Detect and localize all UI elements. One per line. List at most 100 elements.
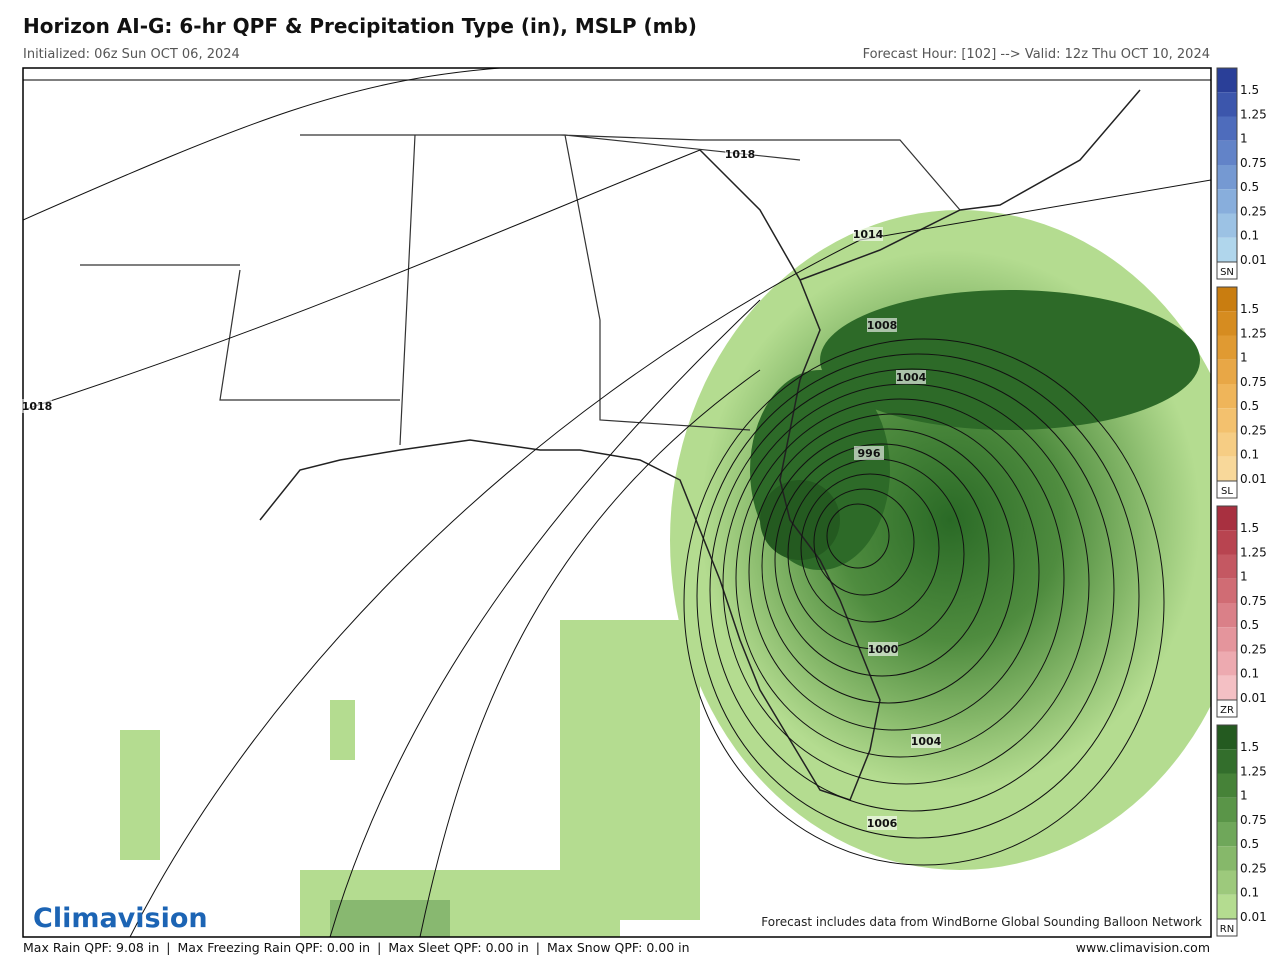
legend-label: 0.01 [1240, 910, 1267, 924]
legend-code: SL [1221, 486, 1233, 497]
code-box [1216, 699, 1238, 718]
legend-swatch [1217, 846, 1237, 871]
code-box [1216, 480, 1238, 499]
isobar [826, 503, 890, 569]
legend-code: RN [1220, 924, 1234, 935]
legend-label: 0.1 [1240, 229, 1259, 243]
legend-swatch [1217, 578, 1237, 603]
footer-item: Max Sleet QPF: 0.00 in [388, 940, 529, 955]
legend-swatch [1217, 603, 1237, 628]
legend-label: 1 [1240, 570, 1248, 584]
legend-swatch [1217, 432, 1237, 457]
legend-label: 1.5 [1240, 83, 1259, 97]
footer-stats: Max Rain QPF: 9.08 in | Max Freezing Rain … [23, 940, 690, 955]
legend-label: 0.75 [1240, 594, 1267, 608]
footer-item: Max Freezing Rain QPF: 0.00 in [177, 940, 371, 955]
legend-label: 0.5 [1240, 180, 1259, 194]
isobar-label: 1004 [911, 735, 942, 748]
legend-label: 1.25 [1240, 764, 1267, 778]
legend-swatch [1217, 287, 1237, 312]
isobar [813, 488, 915, 596]
isobar [774, 443, 990, 677]
legend-label: 0.1 [1240, 886, 1259, 900]
label-bg [22, 399, 52, 413]
code-box [1216, 918, 1238, 937]
label-bg [868, 642, 898, 656]
legend-swatch [1217, 627, 1237, 652]
separator: | [377, 940, 382, 955]
legend-label: 0.5 [1240, 837, 1259, 851]
isobar-label: 1004 [896, 371, 927, 384]
isobar-label: 1018 [22, 400, 53, 413]
label-bg [725, 147, 755, 161]
legend-label: 0.25 [1240, 204, 1267, 218]
legend-label: 1.25 [1240, 326, 1267, 340]
label-bg [911, 734, 941, 748]
legend-swatch [1217, 165, 1237, 190]
label-bg [854, 446, 884, 460]
legend-swatch [1217, 359, 1237, 384]
legend-code: SN [1220, 267, 1234, 278]
isobar [748, 413, 1040, 731]
legend-label: 0.25 [1240, 642, 1267, 656]
legend-label: 0.01 [1240, 472, 1267, 486]
legend-label: 0.5 [1240, 618, 1259, 632]
label-bg [853, 227, 883, 241]
legend-label: 1.5 [1240, 521, 1259, 535]
legend-swatch [1217, 894, 1237, 919]
isobar-label: 1018 [725, 148, 756, 161]
isobar [761, 428, 1015, 704]
isobar-label: 1000 [868, 643, 899, 656]
legend-swatch [1217, 384, 1237, 409]
initialized: Initialized: 06z Sun OCT 06, 2024 [23, 47, 240, 62]
legend-swatch [1217, 408, 1237, 433]
label-bg [867, 318, 897, 332]
legend-swatch [1217, 189, 1237, 214]
legend-swatch [1217, 797, 1237, 822]
legend-label: 0.75 [1240, 375, 1267, 389]
legend-label: 1.5 [1240, 302, 1259, 316]
code-box [1216, 261, 1238, 280]
legend-label: 0.01 [1240, 691, 1267, 705]
legend-label: 0.25 [1240, 423, 1267, 437]
isobar-label: 996 [858, 447, 881, 460]
separator: | [166, 940, 171, 955]
legend-swatch [1217, 213, 1237, 238]
legend-swatch [1217, 506, 1237, 531]
label-bg [867, 816, 897, 830]
attribution: Forecast includes data from WindBorne Gl… [761, 915, 1202, 929]
legend-label: 0.25 [1240, 861, 1267, 875]
legend-swatch [1217, 822, 1237, 847]
legend-label: 0.75 [1240, 156, 1267, 170]
isobar-label: 1008 [867, 319, 898, 332]
legend-code: ZR [1220, 705, 1234, 716]
legend-swatch [1217, 530, 1237, 555]
legend-label: 1.25 [1240, 107, 1267, 121]
legend-swatch [1217, 68, 1237, 93]
legend-label: 0.01 [1240, 253, 1267, 267]
footer-item: Max Rain QPF: 9.08 in [23, 940, 160, 955]
isobar [683, 338, 1165, 866]
logo: Climavision [33, 903, 208, 934]
legend-label: 1.25 [1240, 545, 1267, 559]
legend-swatch [1217, 456, 1237, 481]
isobar [696, 353, 1140, 839]
legend-swatch [1217, 749, 1237, 774]
footer-item: Max Snow QPF: 0.00 in [547, 940, 690, 955]
legend-label: 1.5 [1240, 740, 1259, 754]
legend-label: 0.5 [1240, 399, 1259, 413]
isobar-label: 1006 [867, 817, 898, 830]
legend-label: 0.1 [1240, 667, 1259, 681]
legend-swatch [1217, 335, 1237, 360]
legend-label: 1 [1240, 132, 1248, 146]
legend-swatch [1217, 554, 1237, 579]
valid-time: Forecast Hour: [102] --> Valid: 12z Thu … [862, 47, 1210, 62]
title: Horizon AI-G: 6-hr QPF & Precipitation T… [23, 14, 697, 38]
legend-swatch [1217, 116, 1237, 141]
legend-swatch [1217, 651, 1237, 676]
isobar [709, 368, 1115, 812]
legend-swatch [1217, 92, 1237, 117]
website: www.climavision.com [1075, 940, 1210, 955]
